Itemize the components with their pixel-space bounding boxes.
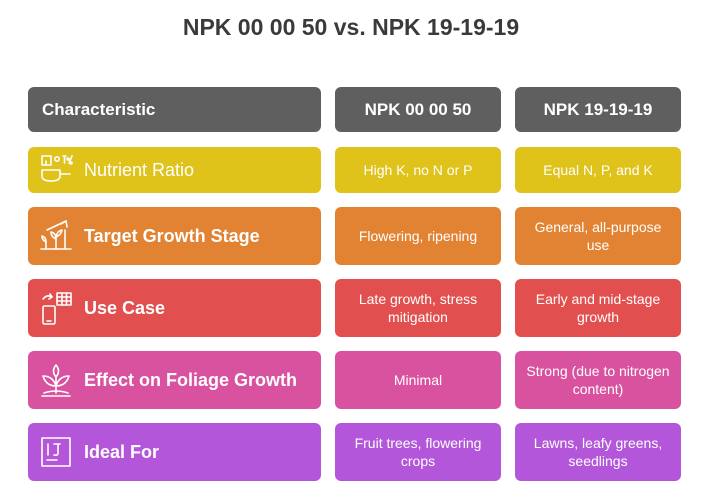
- header-characteristic: Characteristic: [28, 87, 321, 132]
- cell-use-case-npk-00-00-50: Late growth, stress mitigation: [335, 279, 501, 337]
- cell-use-case-npk-19-19-19: Early and mid-stage growth: [515, 279, 681, 337]
- cell-nutrient-ratio-npk-00-00-50: High K, no N or P: [335, 147, 501, 193]
- row-label-text: Target Growth Stage: [84, 226, 260, 246]
- header-npk-00-00-50: NPK 00 00 50: [335, 87, 501, 132]
- row-label-use-case: Use Case: [28, 279, 321, 337]
- row-label-target-growth-stage: Target Growth Stage: [28, 207, 321, 265]
- cell-ideal-for-npk-19-19-19: Lawns, leafy greens, seedlings: [515, 423, 681, 481]
- nutrient-ratio-icon: [38, 152, 74, 188]
- row-label-text: Use Case: [84, 298, 166, 318]
- header-npk-19-19-19: NPK 19-19-19: [515, 87, 681, 132]
- row-label-text: Nutrient Ratio: [84, 160, 195, 180]
- growth-stage-icon: [38, 218, 74, 254]
- ideal-for-icon: [38, 434, 74, 470]
- page-title: NPK 00 00 50 vs. NPK 19-19-19: [182, 14, 520, 40]
- foliage-icon: [38, 362, 74, 398]
- row-label-ideal-for: Ideal For: [28, 423, 321, 481]
- cell-ideal-for-npk-00-00-50: Fruit trees, flowering crops: [335, 423, 501, 481]
- cell-growth-stage-npk-00-00-50: Flowering, ripening: [335, 207, 501, 265]
- row-label-effect-on-foliage-growth: Effect on Foliage Growth: [28, 351, 321, 409]
- cell-foliage-npk-00-00-50: Minimal: [335, 351, 501, 409]
- row-label-text: Ideal For: [84, 442, 160, 462]
- row-label-text: Effect on Foliage Growth: [84, 370, 298, 390]
- cell-growth-stage-npk-19-19-19: General, all-purpose use: [515, 207, 681, 265]
- cell-foliage-npk-19-19-19: Strong (due to nitrogen content): [515, 351, 681, 409]
- row-label-nutrient-ratio: Nutrient Ratio: [28, 147, 321, 193]
- use-case-icon: [38, 290, 74, 326]
- cell-nutrient-ratio-npk-19-19-19: Equal N, P, and K: [515, 147, 681, 193]
